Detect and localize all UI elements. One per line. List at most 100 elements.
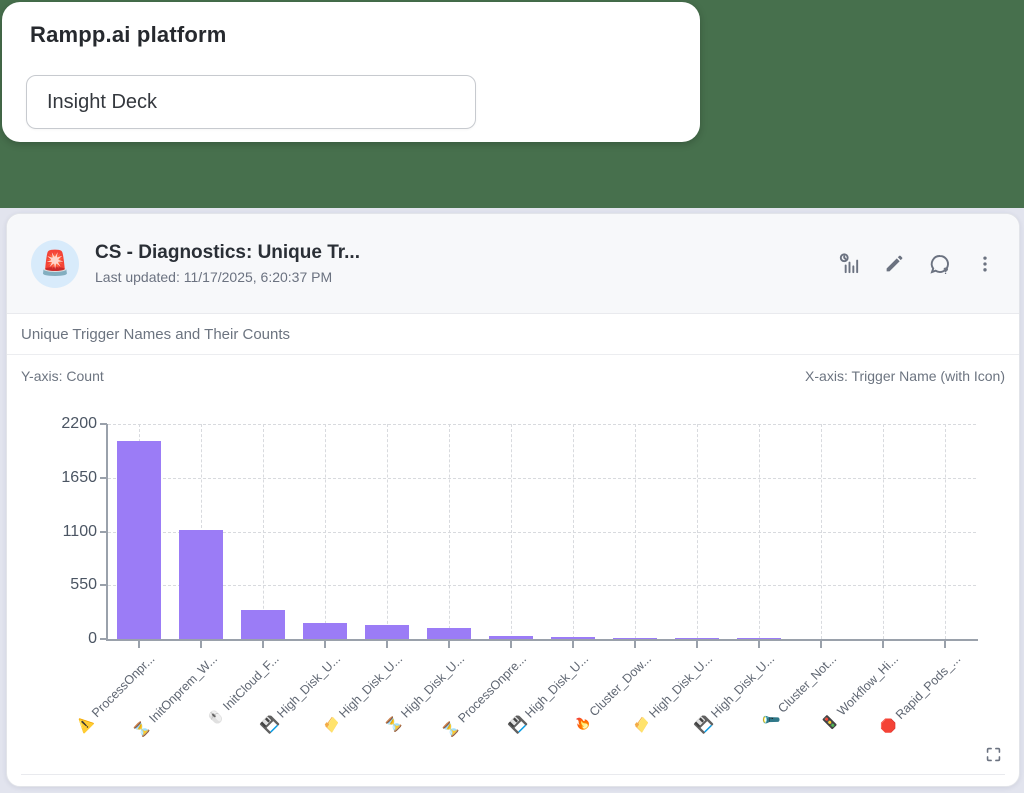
bar[interactable] [613, 637, 657, 639]
bar[interactable] [427, 627, 471, 639]
gridline-horizontal [108, 424, 976, 425]
y-axis-tick [100, 530, 107, 533]
bar[interactable] [117, 441, 161, 639]
gridline-vertical [945, 424, 946, 639]
x-tick-label-text: InitCloud_F... [220, 651, 282, 714]
x-axis-tick [944, 641, 946, 648]
insight-deck-input[interactable] [26, 75, 476, 129]
fullscreen-button[interactable] [984, 745, 1003, 764]
chart-section-title: Unique Trigger Names and Their Counts [21, 325, 291, 343]
x-tick-label-text: Workflow_Hi... [834, 651, 902, 719]
floppy-disk-icon: 💾 [507, 713, 530, 736]
gridline-vertical [697, 424, 698, 639]
fullscreen-icon [984, 747, 1003, 767]
floppy-disk-icon: 💾 [693, 713, 716, 736]
flashlight-icon: 🔦 [759, 708, 783, 731]
gridline-vertical [883, 424, 884, 639]
chart-widget-card: 🚨 CS - Diagnostics: Unique Tr... Last up… [6, 213, 1020, 787]
x-axis-tick [262, 641, 264, 648]
gridline-vertical [263, 424, 264, 639]
y-axis-tick [100, 584, 107, 587]
floppy-disk-icon: 💾 [259, 713, 282, 736]
edit-button[interactable] [884, 253, 905, 274]
x-tick-label-text: High_Disk_U... [708, 651, 778, 721]
x-axis-tick [386, 641, 388, 648]
hourglass-icon: ⏳ [130, 718, 153, 741]
gridline-horizontal [108, 531, 976, 533]
gridline-vertical [759, 424, 760, 639]
comment-question-button[interactable]: ? [928, 252, 952, 276]
gridline-horizontal [108, 477, 976, 479]
bar[interactable] [737, 638, 781, 639]
gridline-horizontal [108, 585, 976, 587]
y-axis-tick-label: 0 [88, 630, 97, 647]
bar[interactable] [179, 530, 223, 639]
x-axis-note: X-axis: Trigger Name (with Icon) [805, 368, 1005, 384]
traffic-light-icon: 🚦 [819, 711, 842, 734]
y-axis-tick [100, 476, 107, 479]
x-axis-tick [138, 641, 140, 648]
x-axis-tick [882, 641, 884, 648]
y-axis-note: Y-axis: Count [21, 368, 104, 384]
bar[interactable] [303, 622, 347, 639]
x-axis-tick [200, 641, 202, 648]
svg-text:?: ? [943, 266, 949, 276]
kebab-menu-icon [975, 256, 995, 277]
x-axis-tick [324, 641, 326, 648]
gridline-vertical [511, 424, 512, 639]
x-axis-tick [634, 641, 636, 648]
y-axis-tick [100, 638, 107, 640]
x-axis-tick [572, 641, 574, 648]
y-axis-tick-label: 550 [70, 576, 97, 594]
gridline-vertical [449, 424, 450, 639]
y-axis-tick [100, 423, 107, 425]
x-tick-label-text: High_Disk_U... [522, 651, 592, 721]
bar[interactable] [675, 637, 719, 639]
gridline-vertical [635, 424, 636, 639]
divider [21, 774, 1005, 775]
y-axis-line [106, 424, 108, 639]
x-axis-tick [510, 641, 512, 648]
y-axis-tick-label: 1100 [62, 522, 97, 540]
chart-history-button[interactable] [838, 252, 861, 275]
pencil-icon [884, 255, 905, 277]
stop-sign-icon: 🛑 [877, 714, 900, 738]
x-tick-label-text: Cluster_Not... [775, 651, 840, 716]
folder-icon: 📁 [321, 713, 344, 736]
avatar: 🚨 [31, 239, 79, 288]
gridline-vertical [821, 424, 822, 639]
x-axis-tick [696, 641, 698, 648]
warning-icon: ⚠️ [73, 713, 96, 736]
chart-history-icon [838, 253, 861, 278]
gridline-vertical [387, 424, 388, 639]
kebab-menu-button[interactable] [975, 254, 995, 274]
siren-icon: 🚨 [40, 249, 70, 277]
hourglass-icon: ⏳ [383, 713, 406, 736]
x-tick-label-text: High_Disk_U... [398, 651, 468, 721]
widget-header: 🚨 CS - Diagnostics: Unique Tr... Last up… [7, 214, 1019, 314]
x-axis-line [106, 639, 978, 641]
x-tick-label-text: Cluster_Dow... [586, 651, 654, 720]
x-axis-tick [820, 641, 822, 648]
x-tick-label-text: High_Disk_U... [274, 651, 344, 721]
bar[interactable] [365, 624, 409, 639]
axis-notes: Y-axis: Count X-axis: Trigger Name (with… [7, 356, 1019, 384]
platform-panel: Rampp.ai platform [2, 2, 700, 142]
widget-titles: CS - Diagnostics: Unique Tr... Last upda… [95, 242, 360, 285]
gridline-vertical [325, 424, 326, 639]
folder-icon: 📁 [631, 713, 654, 736]
x-tick-label-text: High_Disk_U... [336, 651, 406, 721]
y-axis-tick-label: 1650 [61, 468, 97, 486]
bar[interactable] [551, 637, 595, 639]
hourglass-icon: ⏳ [440, 718, 463, 741]
comment-question-icon: ? [928, 254, 952, 279]
gridline-vertical [573, 424, 574, 639]
x-axis-tick [758, 641, 760, 648]
bar-chart: 0 550 1100 1650 2200 ⚠️ProcessOnpr... ⏳InitOnp… [7, 391, 1019, 774]
bar[interactable] [489, 635, 533, 639]
bar[interactable] [241, 610, 285, 639]
widget-toolbar: ? [838, 252, 995, 276]
last-updated: Last updated: 11/17/2025, 6:20:37 PM [95, 269, 333, 285]
mouse-icon: 🖱️ [204, 706, 227, 729]
